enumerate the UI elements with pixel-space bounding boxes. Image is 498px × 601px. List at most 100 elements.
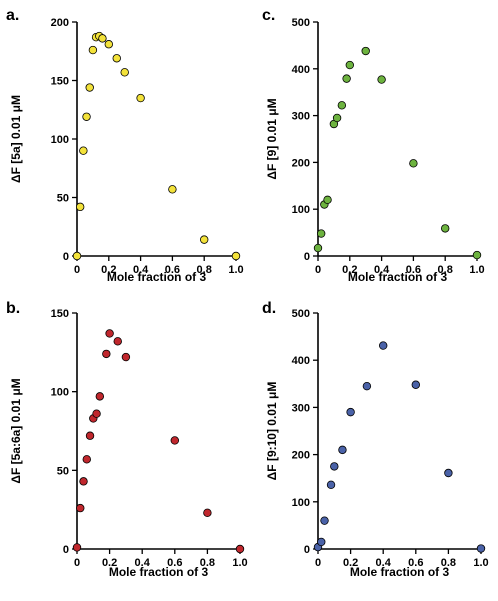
- data-point: [361, 46, 370, 56]
- data-point: [317, 537, 326, 547]
- x-tick-label: 0.2: [102, 557, 117, 569]
- chart-panel-b: b. 0 50 100 150 0 0.2 0.4 0.6 0.8 1.0 Mole fraction…: [6, 300, 248, 579]
- x-tick-label: 0.4: [374, 264, 390, 276]
- data-point: [476, 544, 486, 553]
- data-point: [235, 544, 245, 554]
- x-tick-label: 0.2: [342, 264, 357, 276]
- data-point: [72, 251, 82, 261]
- x-tick-label: 0.6: [408, 557, 423, 569]
- data-point: [362, 381, 372, 391]
- data-point: [342, 74, 351, 83]
- y-tick-label: 200: [292, 450, 310, 462]
- data-point: [409, 159, 418, 168]
- y-axis-label: ΔF [5a:6a] 0.01 μM: [9, 378, 23, 483]
- x-tick-label: 0.2: [101, 264, 116, 276]
- x-tick-label: 0.8: [200, 557, 215, 569]
- data-point: [320, 516, 329, 525]
- data-point: [332, 113, 342, 123]
- chart-panel-a: a. 0 50 100 150 200 0 0.2 0.4 0.6 0.8 1.0 Mole fract…: [6, 7, 244, 284]
- y-tick-label: 400: [292, 355, 310, 367]
- x-tick-label: 0.8: [438, 264, 453, 276]
- y-axis-label: ΔF [9:10] 0.01 μM: [265, 382, 279, 481]
- y-tick-label: 500: [292, 308, 310, 320]
- data-point: [88, 45, 98, 55]
- data-point: [441, 224, 450, 233]
- data-point: [326, 480, 336, 490]
- y-tick-label: 100: [51, 387, 69, 399]
- x-tick-label: 0.2: [343, 557, 358, 569]
- data-point: [345, 60, 354, 70]
- data-point: [82, 455, 91, 464]
- data-point: [170, 436, 179, 445]
- panel-letter: b.: [6, 300, 20, 317]
- data-point: [85, 431, 95, 440]
- chart-panel-d: d. 0 100 200 300 400 500 0 0.2 0.4 0.6 0.8 1.0 Mole f…: [262, 300, 489, 579]
- x-tick-label: 0.4: [133, 264, 149, 276]
- data-point: [330, 462, 339, 471]
- panel-letter: c.: [262, 7, 275, 24]
- data-point: [102, 349, 111, 359]
- data-point: [98, 34, 107, 43]
- y-tick-label: 200: [51, 17, 69, 29]
- y-axis-label: ΔF [9] 0.01 μM: [265, 98, 279, 179]
- data-point: [472, 250, 482, 260]
- data-point: [168, 185, 177, 194]
- data-point: [199, 235, 209, 244]
- y-tick-label: 0: [304, 544, 310, 556]
- x-tick-label: 0.8: [441, 557, 456, 569]
- data-point: [136, 93, 145, 103]
- x-tick-label: 0: [315, 557, 321, 569]
- x-tick-label: 0.8: [197, 264, 212, 276]
- chart-panel-c: c. 0 100 200 300 400 500 0 0.2 0.4 0.6 0.8 1.0 Mole f…: [262, 7, 485, 284]
- data-point: [95, 392, 105, 401]
- data-point: [76, 503, 85, 513]
- data-point: [92, 409, 101, 418]
- x-tick-label: 1.0: [473, 557, 488, 569]
- data-point: [231, 251, 241, 261]
- data-point: [338, 445, 347, 455]
- data-point: [121, 352, 131, 362]
- y-tick-label: 100: [292, 497, 310, 509]
- data-point: [377, 75, 386, 84]
- x-tick-label: 0.4: [135, 557, 151, 569]
- data-point: [105, 329, 114, 338]
- y-tick-label: 150: [51, 308, 69, 320]
- x-tick-label: 0.6: [165, 264, 180, 276]
- data-point: [75, 202, 85, 212]
- x-axis-label: Mole fraction of 3: [350, 565, 450, 579]
- x-tick-label: 1.0: [228, 264, 243, 276]
- data-point: [337, 101, 347, 110]
- data-point: [120, 68, 129, 77]
- panel-letter: a.: [6, 7, 19, 24]
- y-tick-label: 0: [63, 544, 69, 556]
- x-tick-label: 0: [74, 264, 80, 276]
- data-point: [104, 40, 113, 49]
- x-tick-label: 0.4: [376, 557, 392, 569]
- y-tick-label: 50: [57, 465, 69, 477]
- y-tick-label: 100: [292, 204, 310, 216]
- data-point: [85, 83, 94, 92]
- data-point: [82, 112, 91, 121]
- data-point: [411, 380, 420, 389]
- y-tick-label: 500: [292, 17, 310, 29]
- x-tick-label: 1.0: [469, 264, 484, 276]
- x-axis-label: Mole fraction of 3: [348, 270, 448, 284]
- data-point: [112, 54, 121, 63]
- data-point: [346, 407, 355, 417]
- y-tick-label: 300: [292, 111, 310, 123]
- y-tick-label: 200: [292, 157, 310, 169]
- data-point: [79, 477, 88, 486]
- y-tick-label: 400: [292, 64, 310, 76]
- data-point: [444, 468, 453, 478]
- y-tick-label: 0: [304, 251, 310, 263]
- data-point: [316, 229, 326, 238]
- data-point: [79, 146, 88, 155]
- x-axis-label: Mole fraction of 3: [109, 565, 209, 579]
- data-point: [72, 543, 82, 552]
- x-tick-label: 0: [315, 264, 321, 276]
- data-point: [323, 195, 332, 205]
- y-tick-label: 150: [51, 76, 69, 88]
- y-tick-label: 100: [51, 134, 69, 146]
- data-point: [113, 337, 122, 346]
